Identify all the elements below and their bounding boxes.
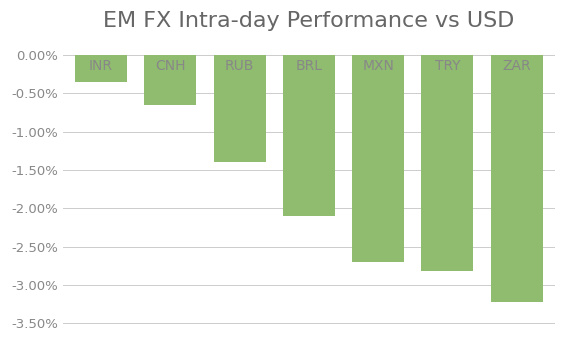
Bar bbox=[352, 55, 404, 262]
Title: EM FX Intra-day Performance vs USD: EM FX Intra-day Performance vs USD bbox=[103, 11, 514, 31]
Bar bbox=[283, 55, 335, 216]
Text: INR: INR bbox=[89, 59, 113, 73]
Bar bbox=[491, 55, 543, 302]
Text: MXN: MXN bbox=[362, 59, 394, 73]
Bar bbox=[144, 55, 196, 105]
Bar bbox=[422, 55, 474, 271]
Bar bbox=[75, 55, 127, 82]
Bar bbox=[213, 55, 265, 162]
Text: BRL: BRL bbox=[295, 59, 323, 73]
Text: RUB: RUB bbox=[225, 59, 254, 73]
Text: TRY: TRY bbox=[435, 59, 460, 73]
Text: CNH: CNH bbox=[155, 59, 186, 73]
Text: ZAR: ZAR bbox=[503, 59, 531, 73]
